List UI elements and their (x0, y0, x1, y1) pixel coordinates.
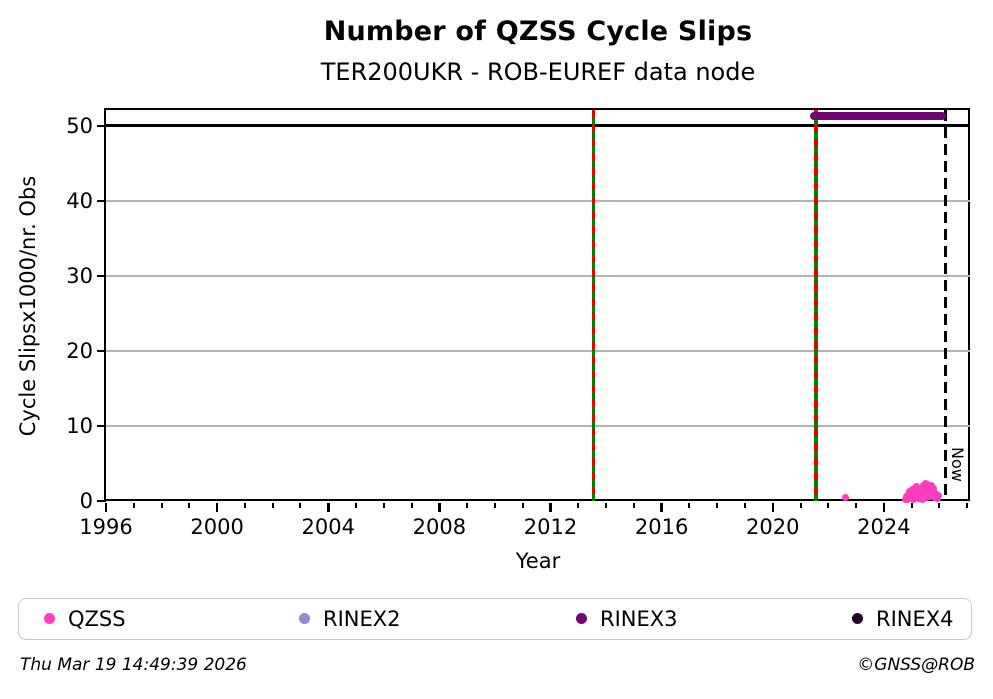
legend-item-qzss: QZSS (44, 599, 126, 638)
x-minor-tick (299, 503, 302, 508)
legend-label: RINEX4 (876, 606, 954, 631)
x-minor-tick (188, 503, 191, 508)
chart-subtitle: TER200UKR - ROB-EUREF data node (320, 58, 756, 86)
legend-item-rinex2: RINEX2 (299, 599, 401, 638)
x-tick-label: 1996 (79, 515, 133, 539)
x-minor-tick (855, 503, 858, 508)
x-minor-tick (966, 503, 969, 508)
legend-marker-icon (576, 613, 587, 624)
legend-marker-icon (299, 613, 310, 624)
legend-item-rinex4: RINEX4 (852, 599, 954, 638)
x-minor-tick (160, 503, 163, 508)
x-minor-tick (271, 503, 274, 508)
chart-title: Number of QZSS Cycle Slips (323, 16, 753, 47)
x-major-tick (882, 503, 886, 512)
copyright-credit: ©GNSS@ROB (857, 655, 975, 675)
x-minor-tick (382, 503, 385, 508)
x-tick-label: 2012 (523, 515, 578, 539)
y-tick-label: 10 (66, 413, 93, 438)
x-major-tick (438, 503, 441, 512)
x-minor-tick (716, 503, 719, 508)
x-major-tick (104, 503, 108, 512)
x-minor-tick (132, 503, 135, 508)
x-minor-tick (938, 503, 941, 508)
x-tick-label: 2000 (190, 515, 244, 539)
x-major-tick (771, 503, 774, 512)
legend-marker-icon (44, 613, 55, 624)
y-axis-label: Cycle Slipsx1000/nr. Obs (16, 175, 40, 437)
x-minor-tick (243, 503, 246, 508)
x-tick-label: 2016 (634, 515, 689, 539)
x-tick-label: 2024 (857, 515, 911, 539)
x-tick-label: 2020 (746, 515, 800, 539)
x-minor-tick (799, 503, 802, 508)
x-minor-tick (632, 503, 635, 508)
y-tick-label: 0 (79, 489, 93, 513)
y-tick-label: 30 (66, 263, 93, 288)
x-minor-tick (493, 503, 496, 508)
legend-label: RINEX2 (323, 606, 401, 631)
x-minor-tick (466, 503, 469, 508)
legend: QZSS RINEX2 RINEX3 RINEX4 (18, 598, 972, 640)
x-tick-label: 2008 (412, 515, 467, 539)
now-label: Now (948, 447, 967, 482)
x-minor-tick (605, 503, 608, 508)
x-minor-tick (410, 503, 413, 508)
x-major-tick (215, 503, 219, 512)
legend-marker-icon (852, 613, 863, 624)
x-major-tick (660, 503, 663, 512)
y-tick-label: 40 (66, 188, 93, 213)
legend-label: RINEX3 (600, 606, 678, 631)
x-tick-label: 2004 (301, 515, 355, 539)
legend-label: QZSS (68, 606, 126, 631)
x-major-tick (327, 503, 330, 512)
x-minor-tick (577, 503, 580, 508)
legend-item-rinex3: RINEX3 (576, 599, 678, 638)
x-minor-tick (521, 503, 524, 508)
x-minor-tick (688, 503, 691, 508)
x-minor-tick (743, 503, 746, 508)
x-axis-label: Year (515, 549, 561, 573)
x-major-tick (549, 503, 552, 512)
plot-timestamp: Thu Mar 19 14:49:39 2026 (20, 655, 247, 675)
x-minor-tick (355, 503, 358, 508)
plot-area (104, 108, 970, 501)
y-tick-label: 50 (66, 113, 93, 138)
y-tick-label: 20 (66, 338, 93, 363)
x-minor-tick (827, 503, 830, 508)
x-minor-tick (910, 503, 913, 508)
